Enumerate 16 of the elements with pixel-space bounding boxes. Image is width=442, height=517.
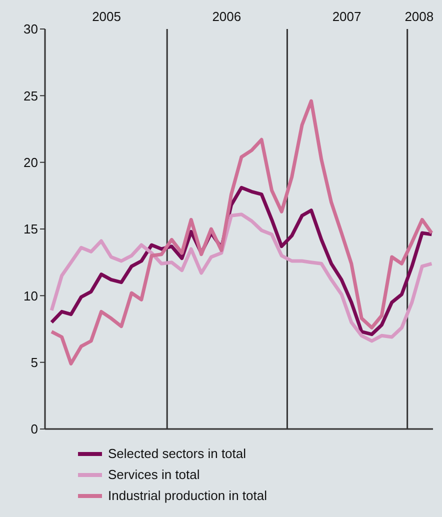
y-tick-label: 15 xyxy=(24,222,38,237)
y-tick-label: 0 xyxy=(30,422,38,437)
legend-label: Services in total xyxy=(108,467,200,482)
line-series xyxy=(50,99,433,366)
y-tick-label: 30 xyxy=(24,22,38,37)
y-tick-label: 10 xyxy=(24,288,38,304)
x-tick-label: 2006 xyxy=(212,9,242,24)
y-tick-label: 20 xyxy=(24,154,38,170)
x-tick-label: 2008 xyxy=(404,9,434,24)
line-series xyxy=(50,212,433,343)
x-tick-label: 2005 xyxy=(92,9,121,24)
legend-label: Industrial production in total xyxy=(108,488,267,503)
legend-label: Selected sectors in total xyxy=(108,446,246,461)
x-tick-label: 2007 xyxy=(332,9,362,24)
y-tick-label: 25 xyxy=(24,88,38,104)
y-tick-label: 5 xyxy=(30,354,38,370)
